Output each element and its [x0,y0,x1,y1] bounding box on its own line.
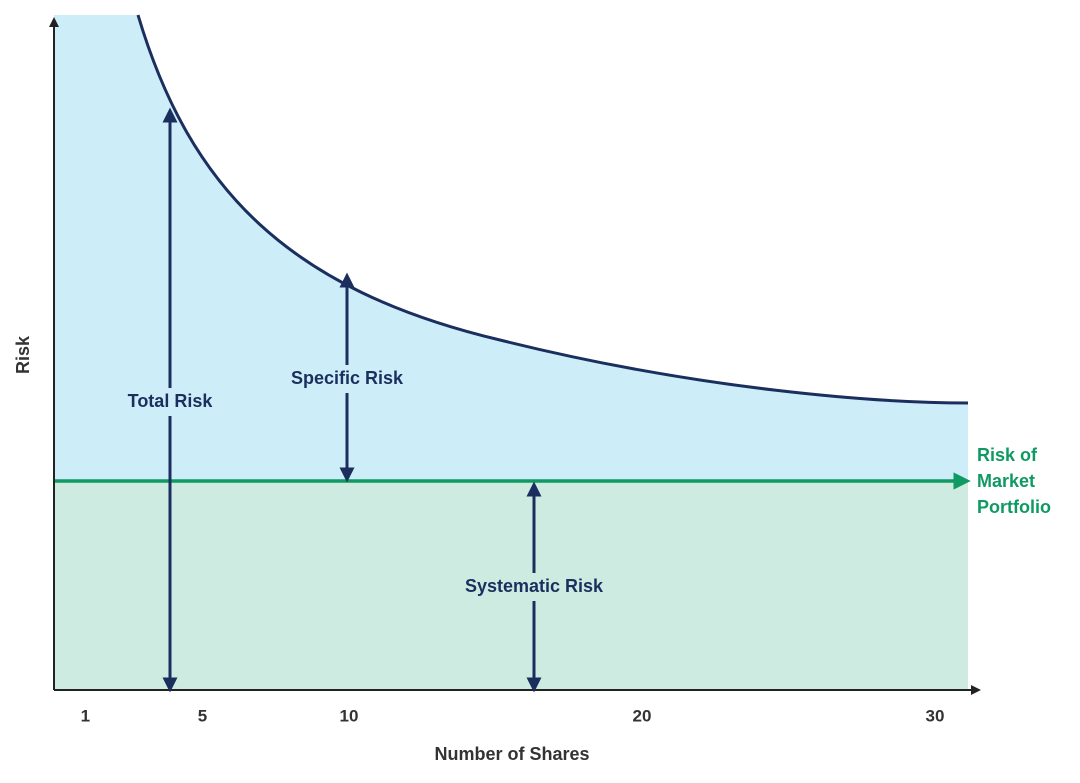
total-risk-label: Total Risk [128,391,214,411]
x-tick-label: 5 [198,706,207,725]
x-axis-label: Number of Shares [434,744,589,764]
specific-risk-label: Specific Risk [291,368,404,388]
specific-area [54,15,968,481]
x-tick-label: 10 [340,706,359,725]
x-tick-label: 20 [633,706,652,725]
systematic-risk-label: Systematic Risk [465,576,604,596]
y-axis-label: Risk [13,335,33,374]
total-risk-curve [136,14,969,405]
label-bg [115,388,225,416]
market-label: Market [977,471,1035,491]
label-bg [280,365,414,393]
x-tick-label: 30 [926,706,945,725]
x-tick-label: 1 [81,706,90,725]
market-label: Risk of [977,445,1038,465]
market-label: Portfolio [977,497,1051,517]
label-bg [450,573,618,601]
